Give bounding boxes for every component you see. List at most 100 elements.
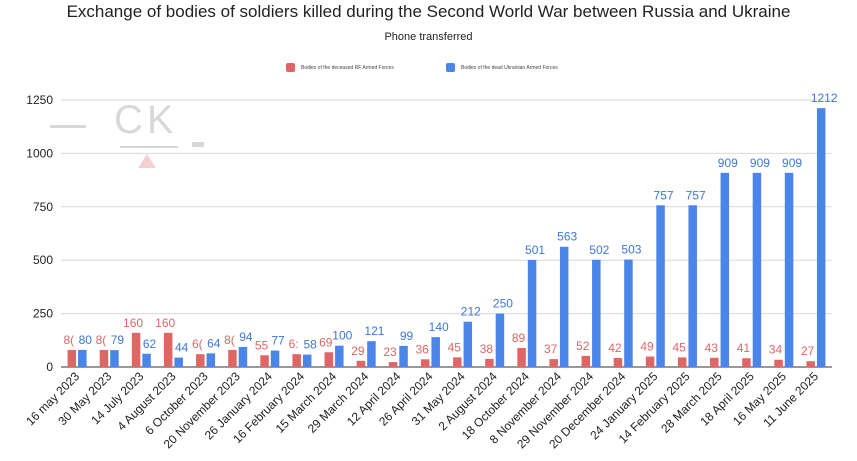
data-label-rf: 45 (448, 340, 462, 354)
bar-ua (142, 353, 151, 367)
data-label-ua: 212 (461, 305, 481, 319)
data-label-ua: 77 (271, 334, 285, 348)
y-tick-label: 0 (46, 360, 53, 374)
data-label-ua: 79 (111, 333, 125, 347)
watermark-triangle (138, 154, 156, 168)
bar-ua (335, 345, 344, 367)
data-label-ua: 501 (525, 243, 545, 257)
data-label-ua: 121 (364, 324, 384, 338)
data-label-rf: 29 (351, 344, 365, 358)
bar-ua (559, 246, 569, 367)
y-tick-label: 1000 (26, 146, 53, 160)
bar-rf (581, 355, 591, 367)
data-label-rf: 8( (224, 333, 235, 347)
data-label-rf: 160 (123, 316, 143, 330)
bar-ua (431, 337, 440, 367)
bar-rf (742, 358, 751, 367)
watermark-logo: CK (50, 98, 220, 173)
bar-ua (206, 353, 216, 367)
legend-label-rf: Bodies of the deceased RF Armed Forces (301, 64, 394, 71)
data-label-ua: 64 (207, 336, 221, 350)
watermark-dot (192, 142, 204, 147)
data-label-ua: 1212 (811, 91, 838, 105)
data-label-rf: 42 (608, 341, 622, 355)
bar-rf (549, 359, 558, 367)
data-label-rf: 160 (155, 316, 175, 330)
data-label-rf: 34 (769, 343, 783, 357)
data-label-rf: 49 (640, 340, 654, 354)
bar-ua (78, 349, 87, 367)
bar-ua (527, 259, 537, 367)
bar-rf (677, 357, 687, 367)
bar-ua (688, 205, 697, 367)
data-label-ua: 909 (782, 156, 802, 170)
bar-ua (463, 321, 473, 367)
bar-rf (260, 355, 269, 367)
bar-rf (613, 358, 623, 367)
data-label-rf: 89 (512, 331, 526, 345)
data-label-ua: 909 (750, 156, 770, 170)
data-label-rf: 43 (705, 341, 719, 355)
data-label-rf: 45 (673, 340, 687, 354)
data-label-ua: 58 (304, 338, 318, 352)
bar-rf (485, 358, 494, 367)
data-label-rf: 41 (737, 341, 751, 355)
bar-rf (388, 362, 398, 367)
data-label-rf: 69 (319, 335, 333, 349)
chart-subtitle: Phone transferred (384, 31, 473, 43)
bar-rf (196, 354, 205, 367)
bar-rf (131, 332, 141, 367)
bar-ua (270, 350, 280, 367)
data-label-rf: 27 (801, 344, 815, 358)
data-label-rf: 52 (576, 339, 590, 353)
bar-rf (453, 357, 462, 367)
data-label-ua: 757 (654, 188, 674, 202)
data-label-ua: 62 (143, 337, 157, 351)
data-label-ua: 100 (332, 329, 352, 343)
bar-rf (517, 347, 526, 367)
watermark-underline (120, 146, 178, 148)
bar-rf (356, 360, 366, 367)
bar-rf (645, 356, 655, 367)
bar-ua (399, 345, 408, 367)
data-label-ua: 250 (493, 297, 513, 311)
y-tick-label: 500 (33, 253, 53, 267)
y-tick-label: 1250 (26, 93, 53, 107)
data-label-rf: 6( (192, 337, 203, 351)
watermark-dash (50, 125, 86, 128)
y-tick-label: 750 (33, 200, 53, 214)
data-label-ua: 757 (686, 188, 706, 202)
bar-rf (420, 359, 430, 367)
bar-rf (99, 349, 109, 367)
bar-ua (816, 108, 826, 368)
legend-item-ua: Bodies of the dead Ukrainian Armed Force… (446, 63, 558, 72)
bar-rf (710, 357, 719, 367)
data-label-rf: 55 (255, 338, 269, 352)
data-label-ua: 80 (79, 333, 93, 347)
data-label-rf: 8( (96, 333, 107, 347)
data-label-ua: 503 (621, 243, 641, 257)
legend-item-rf: Bodies of the deceased RF Armed Forces (286, 63, 394, 72)
bar-rf (163, 332, 173, 367)
bar-ua (367, 341, 376, 367)
data-label-ua: 140 (429, 320, 449, 334)
bar-ua (624, 259, 633, 367)
bar-ua (720, 172, 730, 367)
data-label-ua: 99 (400, 329, 414, 343)
bar-ua (110, 350, 119, 367)
legend-swatch-rf (286, 63, 295, 72)
bar-ua (784, 172, 794, 367)
y-tick-label: 250 (33, 307, 53, 321)
data-label-ua: 563 (557, 230, 577, 244)
watermark-text: CK (114, 98, 178, 142)
bar-rf (806, 361, 815, 367)
data-label-ua: 44 (175, 341, 189, 355)
data-label-ua: 502 (589, 243, 609, 257)
bar-rf (292, 354, 301, 367)
data-label-rf: 38 (480, 342, 494, 356)
bar-ua (302, 354, 312, 367)
data-label-ua: 94 (239, 330, 253, 344)
data-label-rf: 6: (289, 337, 299, 351)
